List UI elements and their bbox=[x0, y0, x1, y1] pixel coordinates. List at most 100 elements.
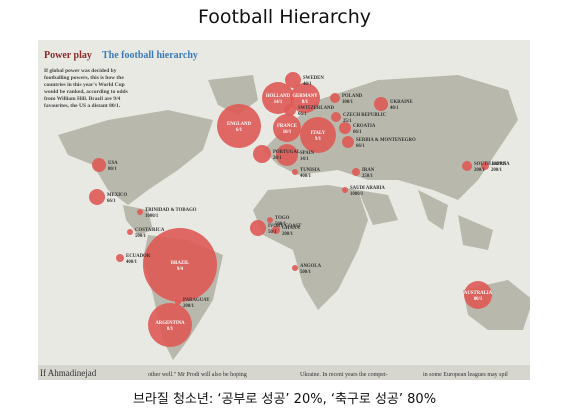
country-bubble bbox=[352, 168, 360, 176]
country-odds: 66/1 bbox=[298, 112, 307, 117]
country-odds: 40/1 bbox=[390, 106, 399, 111]
country-label: SAUDI ARABIA bbox=[350, 186, 385, 191]
country-odds: 8/1 bbox=[302, 100, 309, 105]
country-bubble bbox=[143, 228, 217, 302]
country-odds: 25/1 bbox=[343, 119, 352, 124]
country-odds: 40/1 bbox=[303, 82, 312, 87]
country-label: MEXICO bbox=[107, 193, 128, 198]
country-label: CROATIA bbox=[353, 124, 376, 129]
country-bubble bbox=[92, 158, 106, 172]
country-label: SWITZERLAND bbox=[298, 106, 335, 111]
country-label: SPAIN bbox=[300, 151, 315, 156]
country-odds: 1000/1 bbox=[350, 192, 364, 197]
country-bubble bbox=[339, 122, 351, 134]
country-bubble bbox=[148, 303, 192, 347]
country-odds: 66/1 bbox=[107, 199, 116, 204]
intro-line: countries in this year's World Cup bbox=[44, 82, 125, 88]
country-bubbles: BRAZIL9/4ARGENTINA8/1PARAGUAY200/1ECUADO… bbox=[89, 72, 510, 347]
country-odds: 500/1 bbox=[135, 234, 147, 239]
country-label: SERBIA & MONTENEGRO bbox=[356, 138, 416, 143]
country-bubble bbox=[89, 189, 105, 205]
country-odds: 400/1 bbox=[300, 174, 312, 179]
country-label: UKRAINE bbox=[390, 100, 413, 105]
intro-line: favourites, the US a distant 80/1. bbox=[44, 103, 121, 109]
country-bubble bbox=[217, 104, 261, 148]
footer-snippet: If Ahmadinejad bbox=[40, 368, 97, 378]
country-odds: 200/1 bbox=[282, 232, 294, 237]
country-bubble bbox=[292, 265, 298, 271]
country-bubble bbox=[267, 217, 273, 223]
country-odds: 500/1 bbox=[275, 222, 287, 227]
country-label: ITALY bbox=[311, 131, 326, 136]
country-odds: 500/1 bbox=[300, 270, 312, 275]
intro-line: from William Hill. Brazil are 9/4 bbox=[44, 96, 121, 102]
country-bubble bbox=[276, 144, 298, 166]
country-label: HOLLAND bbox=[266, 94, 291, 99]
country-bubble bbox=[342, 136, 354, 148]
country-label: USA bbox=[108, 161, 118, 166]
country-odds: 20/1 bbox=[273, 156, 282, 161]
country-label: GHANA bbox=[282, 226, 300, 231]
caption: 브라질 청소년: ‘공부로 성공’ 20%, ‘축구로 성공’ 80% bbox=[132, 392, 437, 407]
country-bubble bbox=[342, 187, 348, 193]
country-label: PORTUGAL bbox=[273, 150, 300, 155]
footer-snippet: other well." Mr Prodi will also be hopin… bbox=[148, 372, 247, 378]
country-bubble bbox=[330, 93, 340, 103]
country-odds: 6/1 bbox=[236, 128, 243, 133]
country-label: POLAND bbox=[342, 94, 363, 99]
country-bubble bbox=[331, 112, 341, 122]
country-bubble bbox=[284, 104, 296, 116]
newspaper-photo: Power play The football hierarchy If glo… bbox=[38, 40, 530, 380]
country-bubble bbox=[175, 299, 181, 305]
country-label: TOGO bbox=[275, 216, 290, 221]
country-label: SOUTH KOREA bbox=[474, 162, 510, 167]
country-bubble bbox=[116, 254, 124, 262]
country-label: COSTA RICA bbox=[135, 228, 165, 233]
headline-lead: Power play bbox=[44, 50, 92, 61]
country-odds: 80/1 bbox=[108, 167, 117, 172]
country-bubble bbox=[292, 169, 298, 175]
country-odds: 8/1 bbox=[167, 327, 174, 332]
country-bubble bbox=[290, 83, 320, 113]
country-label: ECUADOR bbox=[126, 254, 151, 259]
footer-snippet: Ukraine. In recent years the compet- bbox=[300, 372, 388, 378]
country-odds: 66/1 bbox=[356, 144, 365, 149]
country-bubble bbox=[300, 117, 336, 153]
country-label: FRANCE bbox=[277, 124, 297, 129]
country-label: TUNISIA bbox=[300, 168, 321, 173]
country-label: ENGLAND bbox=[227, 122, 252, 127]
country-label: AUSTRALIA bbox=[464, 291, 493, 296]
country-bubble bbox=[272, 226, 280, 234]
text-strip bbox=[38, 365, 530, 380]
country-bubble bbox=[462, 161, 472, 171]
country-label: BRAZIL bbox=[171, 261, 189, 266]
country-odds: 80/1 bbox=[474, 297, 483, 302]
country-bubble bbox=[464, 281, 492, 309]
country-odds: 9/1 bbox=[315, 137, 322, 142]
country-label: PARAGUAY bbox=[183, 298, 210, 303]
intro-line: If global power was decided by bbox=[44, 68, 117, 74]
country-bubble bbox=[273, 114, 301, 142]
intro-text: If global power was decided byfootballin… bbox=[44, 68, 128, 109]
country-bubble bbox=[374, 97, 388, 111]
country-label: JAPAN bbox=[491, 162, 507, 167]
country-label: ANGOLA bbox=[300, 264, 322, 269]
country-label: SWEDEN bbox=[303, 76, 324, 81]
country-odds: 1000/1 bbox=[145, 214, 159, 219]
slide-title: Football Hierarchy bbox=[197, 6, 372, 28]
intro-line: footballing powers, this is how the bbox=[44, 75, 124, 81]
country-odds: 250/1 bbox=[362, 174, 374, 179]
intro-line: would be ranked, according to odds bbox=[44, 89, 128, 95]
country-bubble bbox=[285, 72, 301, 88]
footer-snippets: If Ahmadinejad other well." Mr Prodi will… bbox=[40, 368, 508, 378]
country-label: ARGENTINA bbox=[155, 321, 185, 326]
footer-snippet: in some European leagues may spil bbox=[423, 372, 508, 378]
country-label: IRAN bbox=[362, 168, 375, 173]
country-odds: 100/1 bbox=[342, 100, 354, 105]
country-label: IVORY COAST bbox=[268, 224, 302, 229]
country-bubble bbox=[127, 229, 133, 235]
country-odds: 10/1 bbox=[283, 130, 292, 135]
country-odds: 200/1 bbox=[491, 168, 503, 173]
country-bubble bbox=[137, 209, 143, 215]
